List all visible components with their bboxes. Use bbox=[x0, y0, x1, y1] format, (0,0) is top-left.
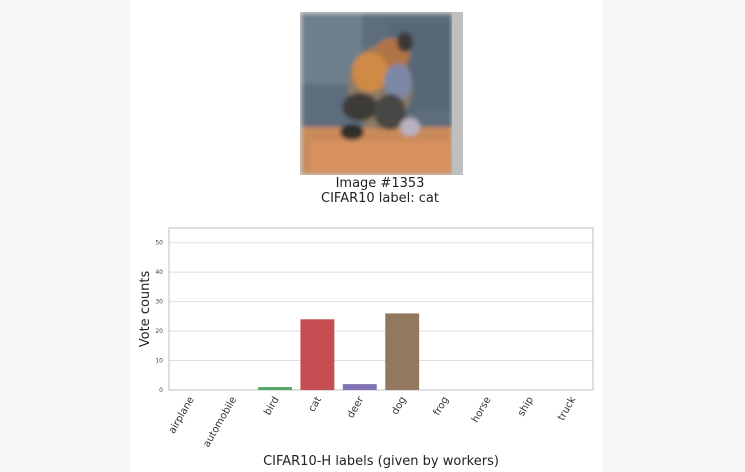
plot-frame bbox=[168, 227, 594, 391]
x-tick-label-horse: horse bbox=[470, 395, 493, 425]
y-tick-label: 0 bbox=[159, 387, 163, 394]
x-tick-label-bird: bird bbox=[262, 395, 281, 417]
image-thumbnail bbox=[300, 12, 463, 175]
x-tick-label-automobile: automobile bbox=[201, 395, 239, 449]
bars bbox=[258, 313, 420, 390]
x-tick-label-frog: frog bbox=[432, 395, 451, 418]
x-tick-label-deer: deer bbox=[345, 394, 366, 420]
y-tick-label: 50 bbox=[155, 240, 163, 247]
x-tick-label-truck: truck bbox=[556, 395, 578, 423]
x-axis-label: CIFAR10-H labels (given by workers) bbox=[263, 454, 499, 469]
x-tick-labels: airplane automobile bird cat deer dog frog hors… bbox=[167, 394, 579, 449]
y-tick-labels: 0 10 20 30 40 50 bbox=[155, 240, 163, 394]
y-tick-label: 40 bbox=[155, 269, 163, 276]
y-tick-label: 10 bbox=[155, 358, 163, 365]
grid-lines bbox=[169, 242, 593, 391]
x-tick-label-cat: cat bbox=[307, 395, 324, 414]
x-tick-label-airplane: airplane bbox=[167, 395, 197, 436]
y-tick-label: 20 bbox=[155, 328, 163, 335]
y-axis-label: Vote counts bbox=[138, 271, 153, 348]
y-tick-label: 30 bbox=[155, 299, 163, 306]
bar-bird bbox=[258, 387, 292, 390]
bar-dog bbox=[385, 313, 420, 390]
x-tick-label-dog: dog bbox=[390, 395, 409, 417]
image-id-caption: Image #1353 bbox=[335, 176, 425, 191]
bar-deer bbox=[342, 384, 377, 390]
bar-cat bbox=[300, 319, 335, 390]
cifar10-label-caption: CIFAR10 label: cat bbox=[321, 191, 439, 206]
x-tick-label-ship: ship bbox=[516, 395, 536, 418]
